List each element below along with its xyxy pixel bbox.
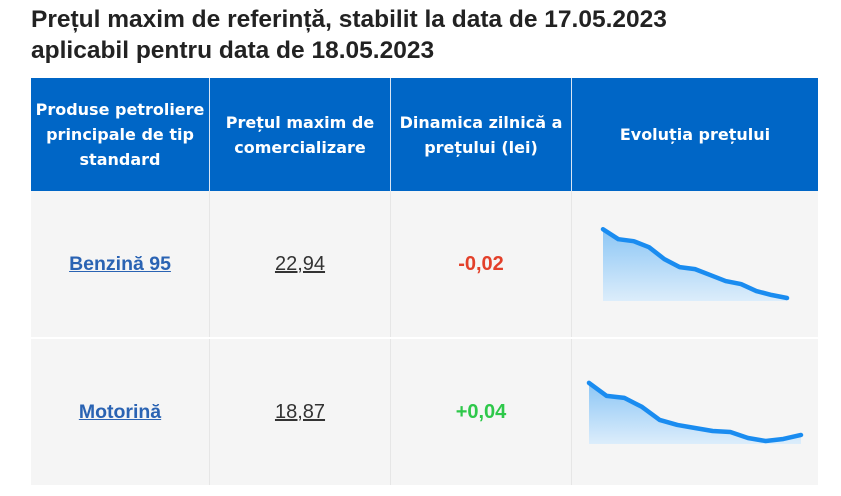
- daily-change: +0,04: [455, 400, 507, 423]
- title-line-1: Prețul maxim de referință, stabilit la d…: [31, 6, 667, 33]
- table-row: Motorină 18,87 +0,04: [31, 338, 818, 487]
- header-price-evolution: Evoluția prețului: [571, 78, 818, 191]
- price-value: 18,87: [274, 400, 326, 423]
- sparkline-line: [600, 226, 790, 301]
- price-sparkline: [600, 226, 790, 301]
- header-max-price: Prețul maxim de comercializare: [209, 78, 391, 191]
- header-daily-change: Dinamica zilnică a prețului (lei): [390, 78, 572, 191]
- page-title: Prețul maxim de referință, stabilit la d…: [31, 4, 667, 66]
- product-link-motorina[interactable]: Motorină: [78, 400, 162, 423]
- daily-change: -0,02: [458, 252, 504, 275]
- price-sparkline: [586, 380, 804, 444]
- sparkline-area: [589, 382, 801, 444]
- header-products: Produse petroliere principale de tip sta…: [31, 78, 210, 191]
- fuel-price-table: Produse petroliere principale de tip sta…: [31, 78, 818, 487]
- price-value: 22,94: [274, 252, 326, 275]
- title-line-2: aplicabil pentru data de 18.05.2023: [31, 37, 435, 64]
- product-link-benzina[interactable]: Benzină 95: [69, 252, 171, 275]
- table-row: Benzină 95 22,94 -0,02: [31, 191, 818, 339]
- sparkline-line: [586, 380, 804, 444]
